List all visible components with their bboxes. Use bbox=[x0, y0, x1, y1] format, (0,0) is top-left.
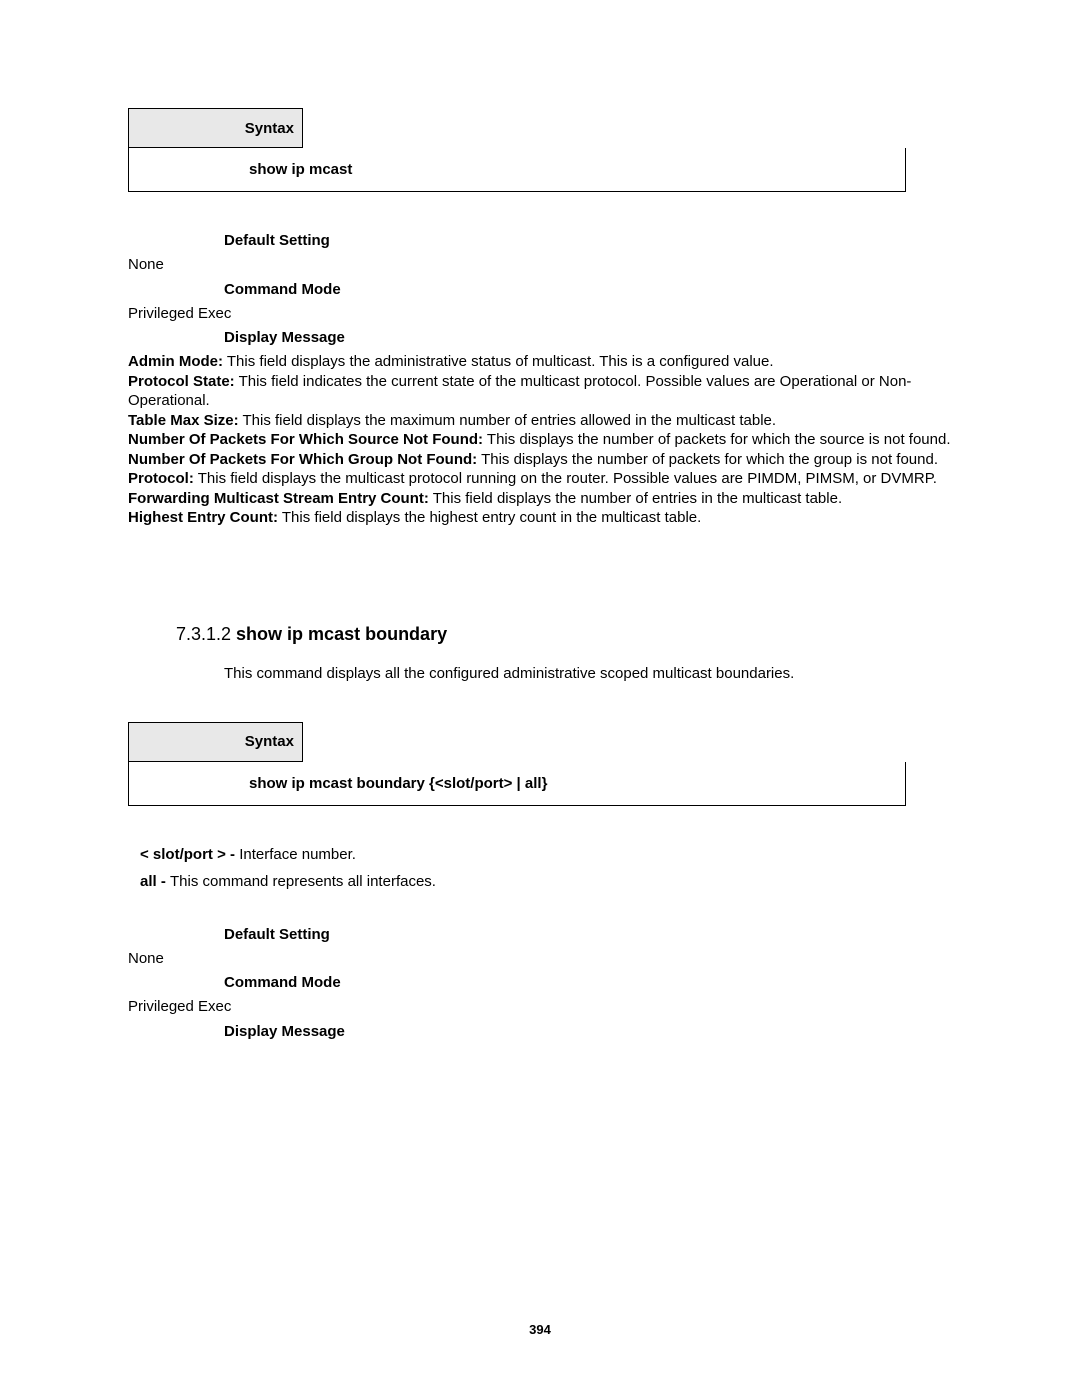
field-label: Highest Entry Count: bbox=[128, 509, 278, 526]
display-message-header-2: Display Message bbox=[224, 1023, 952, 1040]
field-text: This field displays the administrative s… bbox=[223, 353, 774, 370]
default-setting-value-2: None bbox=[128, 949, 952, 969]
syntax-box-1: Syntax bbox=[128, 108, 303, 148]
field-label: Protocol: bbox=[128, 470, 194, 487]
field-text: This field displays the highest entry co… bbox=[278, 509, 701, 526]
field-pkts-grp-not-found: Number Of Packets For Which Group Not Fo… bbox=[128, 450, 952, 470]
field-label: Number Of Packets For Which Source Not F… bbox=[128, 431, 483, 448]
field-admin-mode: Admin Mode: This field displays the admi… bbox=[128, 352, 952, 372]
section-title: show ip mcast boundary bbox=[236, 624, 447, 644]
display-message-header-1: Display Message bbox=[224, 329, 952, 346]
syntax-box-2: Syntax bbox=[128, 722, 303, 762]
param-label: < slot/port > - bbox=[140, 846, 239, 863]
param-label: all - bbox=[140, 873, 170, 890]
field-label: Number Of Packets For Which Group Not Fo… bbox=[128, 451, 477, 468]
field-text: This field indicates the current state o… bbox=[128, 373, 911, 410]
field-label: Protocol State: bbox=[128, 373, 235, 390]
command-mode-value-2: Privileged Exec bbox=[128, 997, 952, 1017]
field-table-max-size: Table Max Size: This field displays the … bbox=[128, 411, 952, 431]
field-label: Admin Mode: bbox=[128, 353, 223, 370]
command-box-1: show ip mcast bbox=[128, 148, 906, 192]
field-text: This field displays the number of entrie… bbox=[429, 490, 842, 507]
command-mode-header-2: Command Mode bbox=[224, 974, 952, 991]
page-number: 394 bbox=[0, 1322, 1080, 1337]
param-slot-port: < slot/port > - Interface number. bbox=[140, 846, 952, 863]
fields-block: Admin Mode: This field displays the admi… bbox=[128, 352, 952, 528]
field-text: This displays the number of packets for … bbox=[477, 451, 938, 468]
command-text-2: show ip mcast boundary {<slot/port> | al… bbox=[249, 775, 547, 792]
field-label: Forwarding Multicast Stream Entry Count: bbox=[128, 490, 429, 507]
param-text: Interface number. bbox=[239, 846, 356, 863]
command-text-1: show ip mcast bbox=[249, 161, 352, 178]
default-setting-value-1: None bbox=[128, 255, 952, 275]
syntax-label-2: Syntax bbox=[245, 733, 294, 750]
field-text: This field displays the maximum number o… bbox=[239, 412, 776, 429]
field-highest-entry-count: Highest Entry Count: This field displays… bbox=[128, 508, 952, 528]
param-all: all - This command represents all interf… bbox=[140, 873, 952, 890]
field-protocol: Protocol: This field displays the multic… bbox=[128, 469, 952, 489]
param-text: This command represents all interfaces. bbox=[170, 873, 436, 890]
command-mode-value-1: Privileged Exec bbox=[128, 304, 952, 324]
field-text: This displays the number of packets for … bbox=[483, 431, 950, 448]
section-description-2: This command displays all the configured… bbox=[224, 665, 952, 682]
section-heading-2: 7.3.1.2 show ip mcast boundary bbox=[176, 624, 952, 645]
command-mode-header-1: Command Mode bbox=[224, 281, 952, 298]
field-pkts-src-not-found: Number Of Packets For Which Source Not F… bbox=[128, 430, 952, 450]
field-fwd-entry-count: Forwarding Multicast Stream Entry Count:… bbox=[128, 489, 952, 509]
syntax-label-1: Syntax bbox=[245, 120, 294, 137]
command-box-2: show ip mcast boundary {<slot/port> | al… bbox=[128, 762, 906, 806]
default-setting-header-2: Default Setting bbox=[224, 926, 952, 943]
field-label: Table Max Size: bbox=[128, 412, 239, 429]
default-setting-header-1: Default Setting bbox=[224, 232, 952, 249]
field-text: This field displays the multicast protoc… bbox=[194, 470, 937, 487]
section-number: 7.3.1.2 bbox=[176, 624, 236, 644]
field-protocol-state: Protocol State: This field indicates the… bbox=[128, 372, 952, 411]
